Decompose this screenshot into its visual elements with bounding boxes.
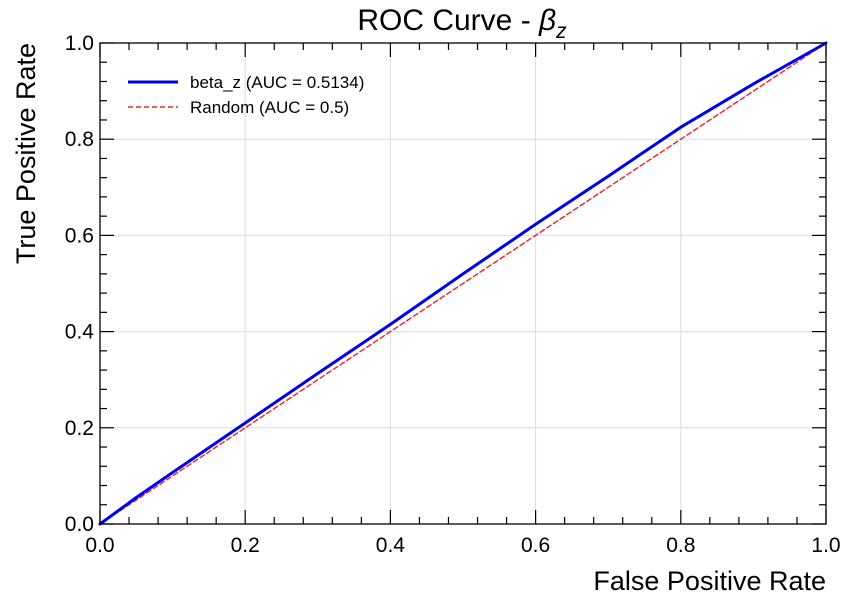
chart-title-text: ROC Curve - <box>357 4 539 37</box>
y-tick-label: 0.0 <box>65 513 94 536</box>
chart-title-subscript: z <box>555 20 567 43</box>
x-axis-label: False Positive Rate <box>593 566 826 596</box>
series-lines <box>98 41 828 526</box>
y-tick-label: 1.0 <box>65 32 94 55</box>
y-tick-label: 0.4 <box>65 321 95 344</box>
y-tick-label: 0.2 <box>65 417 94 440</box>
x-tick-label: 0.2 <box>231 534 260 557</box>
chart-title: ROC Curve - βz <box>357 4 567 43</box>
chart-title-symbol: β <box>538 4 556 37</box>
x-tick-label: 1.0 <box>811 534 840 557</box>
roc-curve-line <box>98 41 828 526</box>
y-tick-labels: 0.0 0.2 0.4 0.6 0.8 1.0 <box>65 32 95 536</box>
y-axis-label: True Positive Rate <box>11 43 41 264</box>
legend: beta_z (AUC = 0.5134) Random (AUC = 0.5) <box>128 73 364 117</box>
y-tick-label: 0.6 <box>65 224 94 247</box>
plot-frame <box>99 42 827 525</box>
x-tick-label: 0.4 <box>376 534 406 557</box>
x-tick-label: 0.0 <box>85 534 114 557</box>
legend-label: beta_z (AUC = 0.5134) <box>190 73 364 92</box>
random-baseline-line <box>99 42 827 525</box>
x-tick-label: 0.8 <box>666 534 695 557</box>
y-tick-label: 0.8 <box>65 128 94 151</box>
x-tick-label: 0.6 <box>521 534 550 557</box>
x-tick-labels: 0.0 0.2 0.4 0.6 0.8 1.0 <box>85 534 840 557</box>
legend-label: Random (AUC = 0.5) <box>190 98 349 117</box>
